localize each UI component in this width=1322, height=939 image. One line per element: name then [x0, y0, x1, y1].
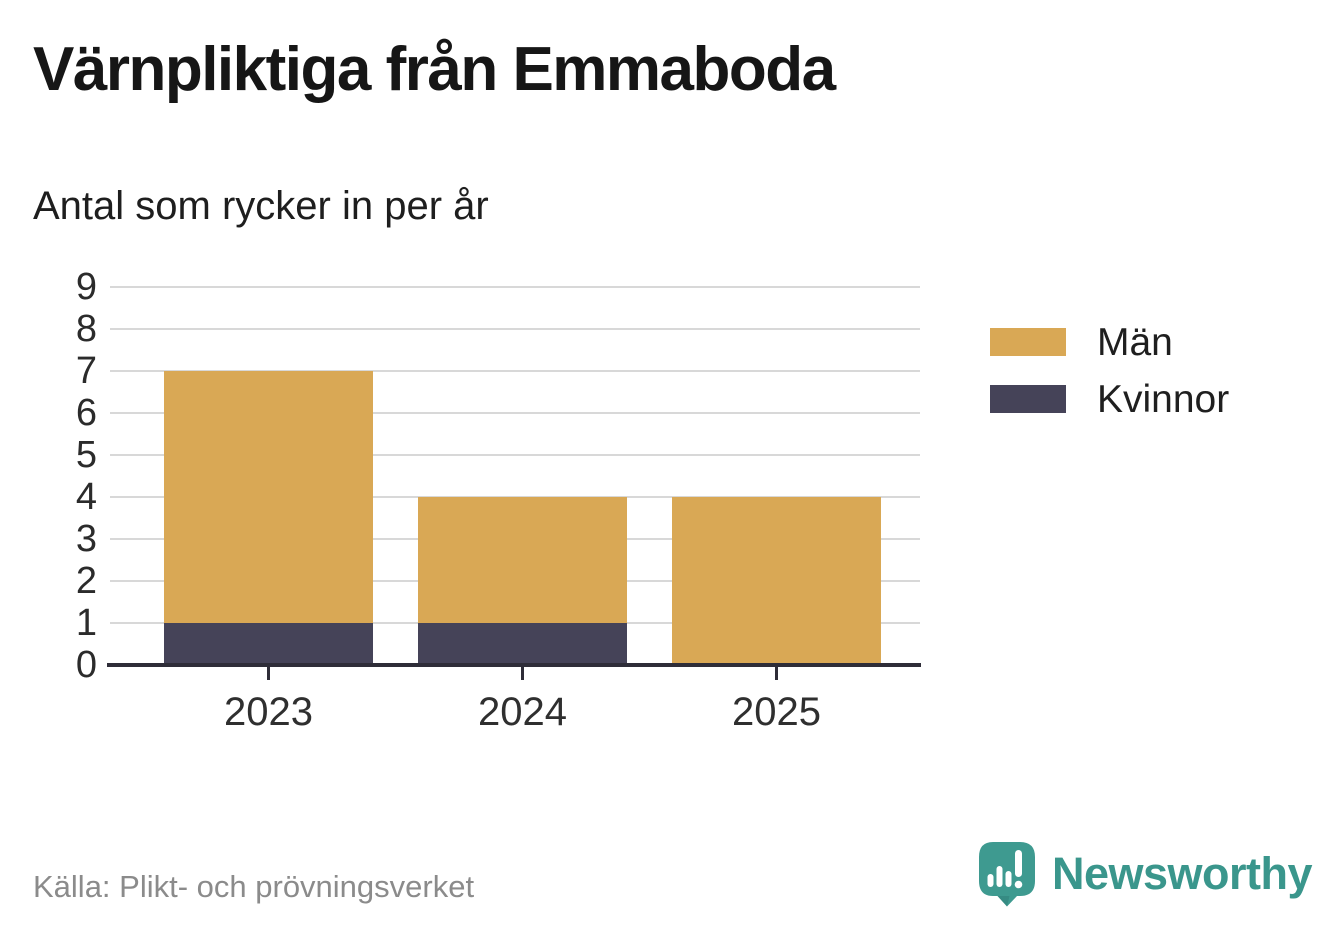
x-axis-tick	[775, 667, 778, 680]
y-axis-tick-label: 8	[75, 308, 97, 350]
y-axis-tick-label: 2	[75, 560, 97, 602]
bar-segment-2024-män	[418, 497, 627, 623]
y-axis-tick-label: 4	[75, 476, 97, 518]
bar-segment-2023-kvinnor	[164, 623, 373, 665]
legend-swatch	[990, 328, 1066, 356]
x-axis-tick-label: 2025	[732, 690, 821, 734]
bar-segment-2025-män	[672, 497, 881, 665]
y-axis-tick-label: 7	[75, 350, 97, 392]
gridline	[110, 454, 920, 456]
bar-segment-2023-män	[164, 371, 373, 623]
newsworthy-logo-icon	[979, 842, 1035, 907]
y-axis-tick-label: 0	[75, 644, 97, 686]
y-axis-tick-label: 5	[75, 434, 97, 476]
legend-label: Män	[1097, 320, 1173, 364]
x-axis-line	[107, 663, 921, 667]
gridline	[110, 370, 920, 372]
chart-title: Värnpliktiga från Emmaboda	[33, 35, 836, 104]
x-axis-tick	[521, 667, 524, 680]
legend-label: Kvinnor	[1097, 377, 1230, 421]
legend-item-kvinnor: Kvinnor	[990, 380, 1229, 419]
gridline	[110, 328, 920, 330]
x-axis-tick-label: 2023	[224, 690, 313, 734]
gridline	[110, 286, 920, 288]
bar-segment-2024-kvinnor	[418, 623, 627, 665]
legend-item-män: Män	[990, 323, 1229, 362]
legend: Män Kvinnor	[990, 323, 1229, 442]
newsworthy-logo-text: Newsworthy	[1052, 848, 1313, 899]
newsworthy-logo: Newsworthy	[978, 841, 1313, 907]
y-axis-tick-label: 3	[75, 518, 97, 560]
legend-swatch	[990, 385, 1066, 413]
source-note: Källa: Plikt- och prövningsverket	[33, 869, 475, 904]
y-axis-tick-label: 1	[75, 602, 97, 644]
gridline	[110, 412, 920, 414]
y-axis-tick-label: 9	[75, 266, 97, 308]
x-axis-tick	[267, 667, 270, 680]
y-axis-tick-label: 6	[75, 392, 97, 434]
chart-subtitle: Antal som rycker in per år	[33, 184, 489, 228]
x-axis-tick-label: 2024	[478, 690, 567, 734]
